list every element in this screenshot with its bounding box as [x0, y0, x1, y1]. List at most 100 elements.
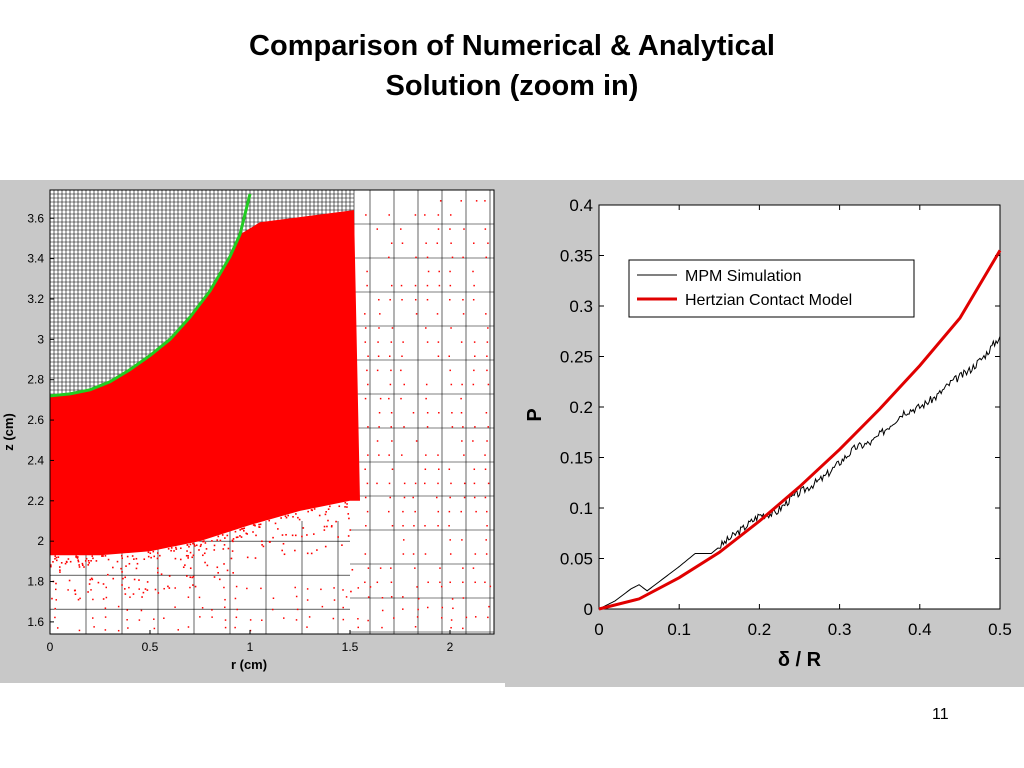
particle	[174, 606, 176, 608]
particle	[235, 536, 238, 539]
particle	[92, 617, 94, 619]
legend-box	[628, 259, 915, 318]
particle	[240, 536, 243, 538]
particle	[462, 627, 464, 630]
particle	[120, 567, 122, 570]
particle	[487, 327, 489, 329]
particle	[195, 544, 198, 547]
particle	[121, 571, 123, 573]
slide-title-line1: Comparison of Numerical & Analytical	[249, 30, 775, 62]
particle	[77, 559, 79, 562]
particle	[112, 566, 114, 569]
particle	[121, 584, 123, 586]
particle	[357, 626, 359, 629]
particle	[450, 626, 452, 629]
particle	[191, 556, 194, 559]
particle	[57, 556, 60, 558]
particle	[379, 397, 382, 400]
particle	[402, 553, 405, 555]
particle	[55, 559, 58, 562]
particle	[472, 270, 474, 273]
particle	[484, 496, 487, 499]
particle	[450, 242, 452, 244]
particle	[427, 270, 430, 273]
particle	[378, 454, 380, 456]
particle	[159, 554, 161, 557]
particle	[346, 503, 348, 505]
particle	[104, 629, 107, 631]
particle	[465, 616, 468, 619]
particle	[449, 270, 451, 273]
particle	[473, 369, 475, 372]
particle	[351, 568, 354, 571]
particle	[417, 597, 420, 600]
particle	[473, 242, 475, 244]
particle	[365, 214, 367, 216]
particle	[231, 539, 234, 542]
particle	[414, 567, 416, 569]
particle	[436, 313, 439, 315]
particle	[437, 341, 440, 343]
particle	[254, 557, 257, 559]
particle	[367, 596, 370, 598]
particle	[81, 562, 84, 565]
particle	[306, 534, 308, 536]
particle	[236, 608, 238, 611]
particle	[448, 525, 450, 527]
particle	[224, 626, 227, 629]
particle	[138, 588, 140, 590]
particle	[236, 536, 239, 539]
particle	[402, 525, 404, 527]
particle	[344, 506, 346, 508]
particle	[366, 270, 368, 273]
particle	[186, 575, 188, 577]
particle	[439, 567, 441, 569]
chart-legend: MPM Simulation Hertzian Contact Model	[628, 259, 915, 318]
particle	[232, 540, 234, 543]
particle	[389, 298, 391, 301]
particle	[140, 609, 143, 612]
y-tick-label: 2.2	[27, 494, 44, 508]
particle	[473, 468, 476, 471]
particle	[463, 482, 466, 485]
particle	[200, 543, 202, 546]
particle	[318, 514, 321, 517]
particle	[425, 383, 428, 386]
particle	[89, 578, 92, 581]
particle	[104, 616, 107, 618]
particle	[441, 617, 443, 619]
particle	[313, 508, 316, 510]
particle	[376, 482, 378, 485]
particle	[364, 553, 367, 555]
particle	[54, 616, 56, 619]
particle	[198, 549, 200, 551]
particle	[156, 552, 159, 554]
particle	[437, 510, 440, 513]
particle	[472, 567, 475, 569]
particle	[346, 506, 348, 508]
particle	[474, 426, 476, 428]
particle	[414, 298, 417, 301]
particle	[224, 619, 227, 621]
hertzian-model-line	[598, 249, 1002, 611]
particle	[102, 598, 105, 600]
particle	[485, 553, 488, 555]
particle	[365, 525, 367, 527]
particle	[388, 482, 391, 485]
mpm-particle-chart: 0 0.5 1 1.5 2 1.6 1.8 2 2.2 2.4 2.6 2.8 3 3.2 3.4 3.6 r …	[1, 189, 495, 672]
particle	[102, 583, 105, 585]
particle	[364, 397, 367, 400]
particle	[348, 517, 350, 520]
particle	[460, 510, 462, 513]
particle	[400, 397, 402, 400]
particle	[350, 590, 352, 593]
particle	[120, 554, 123, 557]
particle	[378, 298, 380, 301]
particle	[125, 565, 127, 567]
particle	[450, 619, 453, 621]
particle	[65, 560, 68, 563]
particle	[449, 298, 451, 301]
particle	[217, 572, 219, 574]
y-tick-label: 0.3	[569, 297, 593, 316]
particle	[277, 528, 279, 530]
